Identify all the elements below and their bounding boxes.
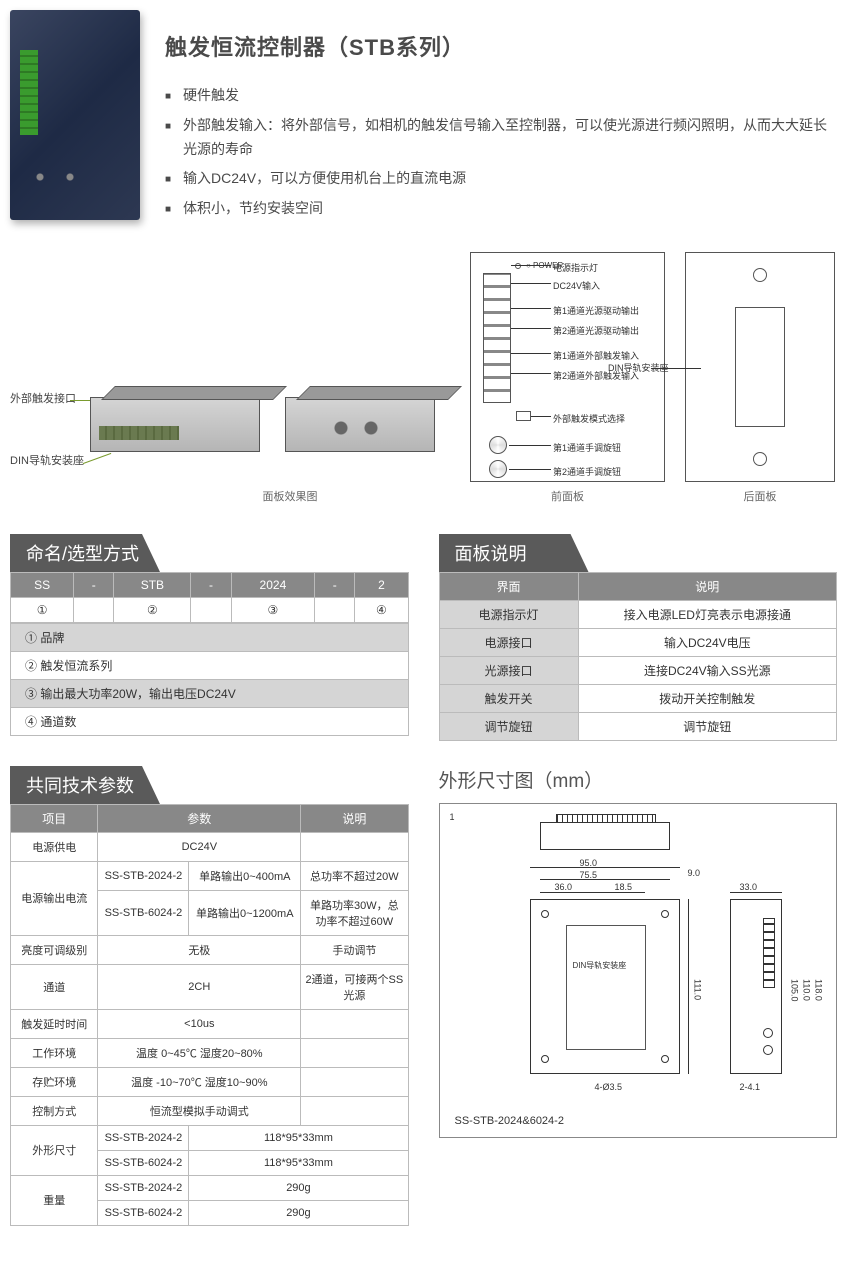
din-mount-label: DIN导轨安装座 bbox=[10, 452, 84, 468]
spec-table: 项目参数说明 电源供电DC24V 电源输出电流 SS-STB-2024-2单路输… bbox=[10, 804, 409, 1226]
naming-header: 命名/选型方式 bbox=[10, 534, 160, 572]
feature-item: 硬件触发 bbox=[165, 84, 837, 108]
page-title: 触发恒流控制器（STB系列） bbox=[165, 30, 837, 62]
spec-header: 共同技术参数 bbox=[10, 766, 160, 804]
dimension-drawing: 1 DIN导轨安装座 95.0 75.5 bbox=[439, 803, 838, 1138]
trigger-port-label: 外部触发接口 bbox=[10, 390, 76, 406]
naming-table: SS- STB- 2024- 2 ① ② ③ ④ bbox=[10, 572, 409, 623]
naming-legend: ① 品牌 ② 触发恒流系列 ③ 输出最大功率20W，输出电压DC24V ④ 通道… bbox=[10, 623, 409, 736]
dim-title: 外形尺寸图（mm） bbox=[439, 766, 838, 793]
panel-header: 面板说明 bbox=[439, 534, 589, 572]
panel-table: 界面说明 电源指示灯接入电源LED灯亮表示电源接通 电源接口输入DC24V电压 … bbox=[439, 572, 838, 741]
product-photo bbox=[10, 10, 140, 220]
back-panel-diagram: DIN导轨安装座 bbox=[685, 252, 835, 482]
feature-item: 输入DC24V，可以方便使用机台上的直流电源 bbox=[165, 167, 837, 191]
front-caption: 前面板 bbox=[470, 488, 665, 504]
back-caption: 后面板 bbox=[685, 488, 835, 504]
iso-diagram: 外部触发接口 DIN导轨安装座 bbox=[10, 372, 450, 482]
panel-caption: 面板效果图 bbox=[130, 488, 450, 504]
feature-list: 硬件触发 外部触发输入：将外部信号，如相机的触发信号输入至控制器，可以使光源进行… bbox=[165, 84, 837, 221]
feature-item: 体积小，节约安装空间 bbox=[165, 197, 837, 221]
feature-item: 外部触发输入：将外部信号，如相机的触发信号输入至控制器，可以使光源进行频闪照明，… bbox=[165, 114, 837, 162]
